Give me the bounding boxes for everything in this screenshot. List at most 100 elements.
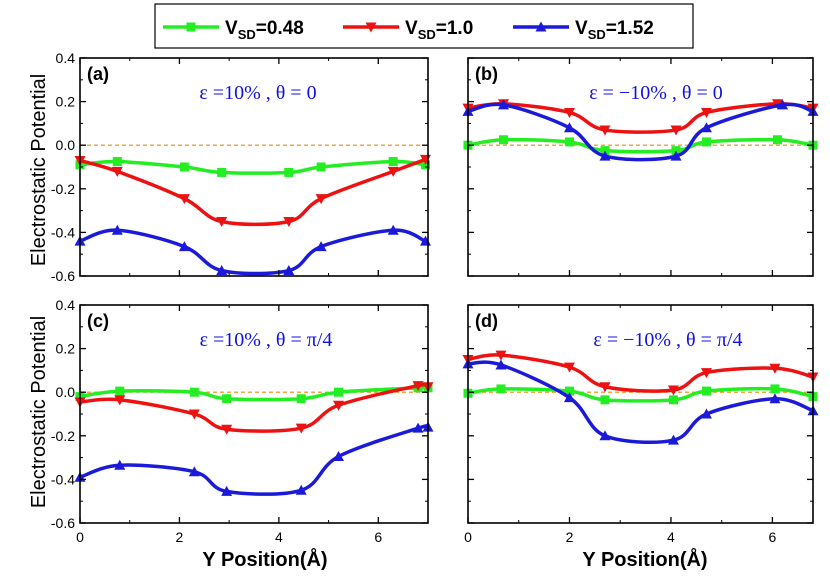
panel-label: (d) <box>475 311 498 331</box>
legend-label-value-0: =0.48 <box>256 18 304 39</box>
data-point <box>111 224 123 235</box>
y-tick-label: 0.0 <box>56 137 76 153</box>
series-line-2 <box>79 423 430 496</box>
data-point <box>412 422 424 433</box>
legend-label-sub-0: SD <box>238 27 256 42</box>
data-point <box>179 162 189 172</box>
data-point <box>178 241 190 252</box>
x-tick-label: 2 <box>176 529 184 545</box>
data-point <box>777 99 789 110</box>
panel-annotation: ε = −10% , θ = 0 <box>589 82 722 104</box>
data-point <box>333 451 345 462</box>
data-point <box>315 241 327 252</box>
x-tick-label: 2 <box>566 529 574 545</box>
data-point <box>284 167 294 177</box>
x-tick-label: 4 <box>667 529 675 545</box>
data-point <box>670 150 682 161</box>
data-point <box>216 265 228 276</box>
data-point <box>496 384 506 394</box>
data-point <box>114 395 126 406</box>
legend-label-value-1: =1.0 <box>436 18 474 39</box>
data-point <box>221 424 233 435</box>
y-tick-label: 0.4 <box>56 50 76 66</box>
data-point <box>498 99 510 110</box>
x-axis-label-left: Y Position(Å) <box>202 547 327 571</box>
legend-label-main-2: V <box>575 18 588 39</box>
data-point <box>216 217 228 227</box>
data-point <box>600 395 610 405</box>
series-2 <box>462 358 819 445</box>
legend-label-value-2: =1.52 <box>606 18 654 39</box>
series-1 <box>74 154 432 227</box>
series-2 <box>462 99 819 162</box>
data-point <box>296 394 306 404</box>
data-point <box>295 484 307 495</box>
legend-marker-2 <box>535 21 547 32</box>
legend-label-1: VSD=1.0 <box>405 18 473 42</box>
legend-label-sub-2: SD <box>588 27 606 42</box>
legend-label-main-0: V <box>225 18 238 39</box>
legend-marker-0 <box>186 22 196 32</box>
series-line-1 <box>79 157 427 227</box>
data-point <box>701 137 711 147</box>
data-point <box>217 167 227 177</box>
x-tick-label: 4 <box>275 529 283 545</box>
panel-3: 0 2 4 6 (d) ε = −10% , θ = π/4 <box>462 304 819 545</box>
data-point <box>563 122 575 133</box>
legend-label-0: VSD=0.48 <box>225 18 304 42</box>
y-tick-label: -0.6 <box>51 515 75 531</box>
data-point <box>295 423 307 434</box>
panel-annotation: ε =10% , θ = π/4 <box>200 329 333 351</box>
data-point <box>499 135 509 145</box>
data-point <box>283 265 295 276</box>
legend-label-sub-1: SD <box>418 27 436 42</box>
data-point <box>115 386 125 396</box>
data-point <box>114 459 126 470</box>
x-axis-label-right-unit: (Å) <box>680 547 708 571</box>
x-tick-label: 6 <box>769 529 777 545</box>
legend-marker-1 <box>365 22 377 33</box>
data-point <box>495 359 507 370</box>
series-1 <box>462 99 819 136</box>
series-1 <box>462 350 819 396</box>
panel-label: (b) <box>475 64 498 84</box>
data-point <box>188 466 200 477</box>
data-point <box>188 409 200 420</box>
data-point <box>563 108 575 118</box>
series-line-2 <box>467 102 814 162</box>
data-point <box>333 400 345 411</box>
data-point <box>387 224 399 235</box>
series-line-1 <box>79 382 430 433</box>
data-point <box>770 384 780 394</box>
data-point <box>599 382 611 393</box>
x-axis-label-right-text: Y Position <box>582 549 679 571</box>
panel-annotation: ε =10% , θ = 0 <box>199 82 316 104</box>
y-axis-label-top: Electrostatic Potential <box>28 74 50 266</box>
data-point <box>700 408 712 419</box>
x-tick-label: 0 <box>464 529 472 545</box>
data-point <box>769 393 781 404</box>
data-point <box>563 392 575 403</box>
y-tick-label: -0.2 <box>51 181 75 197</box>
series-line-0 <box>467 137 814 154</box>
data-point <box>388 157 398 167</box>
data-point <box>315 194 327 205</box>
data-point <box>599 150 611 161</box>
y-tick-label: -0.2 <box>51 428 75 444</box>
series-line-2 <box>467 360 814 444</box>
data-point <box>670 125 682 136</box>
panels: -0.6 -0.4 -0.2 0.0 0.2 0.4 (a) ε =10% , θ = 0 (b… <box>51 50 819 545</box>
data-point <box>667 385 679 396</box>
data-point <box>412 381 424 392</box>
data-point <box>563 362 575 373</box>
y-tick-label: -0.4 <box>51 224 75 240</box>
data-point <box>701 386 711 396</box>
data-point <box>283 217 295 227</box>
y-tick-label: 0.2 <box>56 94 76 110</box>
series-line-2 <box>79 228 427 276</box>
panel-label: (a) <box>87 64 109 84</box>
data-point <box>564 137 574 147</box>
y-tick-label: -0.6 <box>51 268 75 284</box>
data-point <box>178 194 190 205</box>
